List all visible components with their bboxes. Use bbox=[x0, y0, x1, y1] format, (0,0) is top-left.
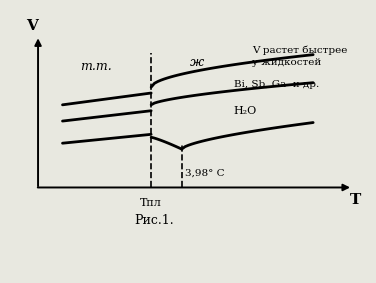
Text: ж: ж bbox=[190, 55, 204, 68]
Text: 3,98° C: 3,98° C bbox=[185, 168, 224, 177]
Text: т.т.: т.т. bbox=[80, 60, 112, 73]
Text: V: V bbox=[26, 18, 38, 33]
Text: T: T bbox=[350, 193, 362, 207]
Text: Рис.1.: Рис.1. bbox=[134, 214, 174, 227]
Text: V растет быстрее
у жидкостей: V растет быстрее у жидкостей bbox=[252, 46, 347, 67]
Text: Bi, Sb, Ga  и др.: Bi, Sb, Ga и др. bbox=[233, 80, 319, 89]
Text: Tпл: Tпл bbox=[140, 198, 162, 208]
Text: H₂O: H₂O bbox=[233, 106, 257, 116]
